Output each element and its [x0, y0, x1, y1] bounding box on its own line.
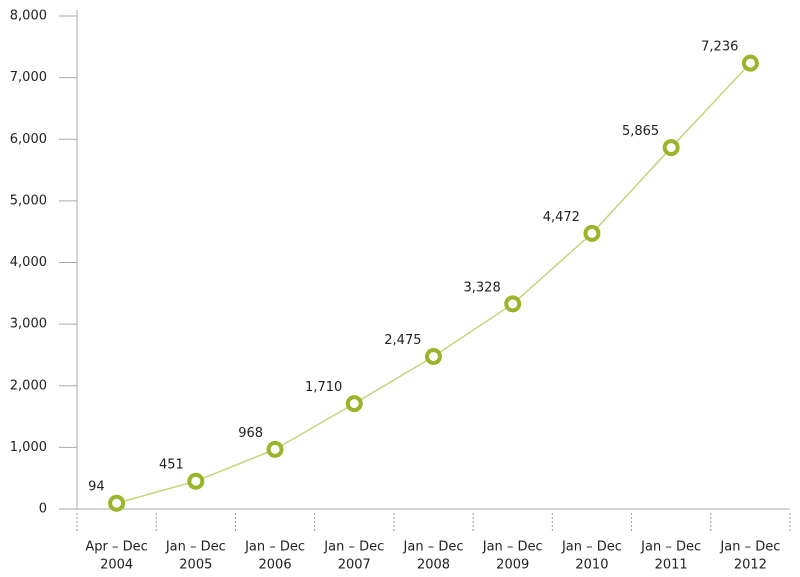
x-tick-label: Jan – Dec: [323, 540, 384, 555]
y-tick-label: 1,000: [10, 440, 47, 455]
value-label: 94: [88, 480, 105, 495]
marker: [583, 224, 601, 242]
x-tick-label: 2004: [100, 558, 133, 573]
value-label: 1,710: [305, 380, 342, 395]
marker: [504, 295, 522, 313]
value-label: 968: [238, 426, 263, 441]
marker: [108, 494, 126, 512]
x-tick-label: 2005: [179, 558, 212, 573]
x-tick-label: Jan – Dec: [640, 540, 701, 555]
marker: [741, 54, 759, 72]
x-tick-label: Jan – Dec: [482, 540, 543, 555]
x-tick-label: Jan – Dec: [561, 540, 622, 555]
marker: [425, 347, 442, 365]
marker: [662, 139, 680, 157]
y-tick-label: 7,000: [10, 70, 47, 85]
x-tick-label: Jan – Dec: [165, 540, 226, 555]
y-tick-label: 3,000: [10, 317, 47, 332]
x-tick-label: 2006: [259, 558, 292, 573]
y-tick-label: 0: [39, 502, 47, 517]
value-label: 5,865: [622, 124, 659, 139]
marker: [345, 395, 363, 413]
marker: [187, 472, 205, 490]
x-tick-label: 2007: [338, 558, 371, 573]
x-tick-label: 2008: [417, 558, 450, 573]
marker: [266, 440, 284, 458]
x-tick-label: Jan – Dec: [719, 540, 780, 555]
value-label: 451: [159, 458, 184, 473]
value-label: 2,475: [384, 333, 421, 348]
y-tick-label: 6,000: [10, 132, 47, 147]
y-tick-label: 8,000: [10, 9, 47, 24]
x-tick-label: Jan – Dec: [403, 540, 464, 555]
value-label: 4,472: [543, 210, 580, 225]
x-tick-label: Apr – Dec: [85, 540, 147, 555]
y-tick-label: 4,000: [10, 255, 47, 270]
x-tick-label: 2010: [575, 558, 608, 573]
x-tick-label: 2012: [734, 558, 767, 573]
y-tick-label: 2,000: [10, 378, 47, 393]
value-label: 3,328: [464, 280, 501, 295]
y-tick-label: 5,000: [10, 193, 47, 208]
x-tick-label: 2011: [655, 558, 688, 573]
value-label: 7,236: [701, 40, 738, 55]
x-tick-label: 2009: [496, 558, 529, 573]
x-tick-label: Jan – Dec: [244, 540, 305, 555]
